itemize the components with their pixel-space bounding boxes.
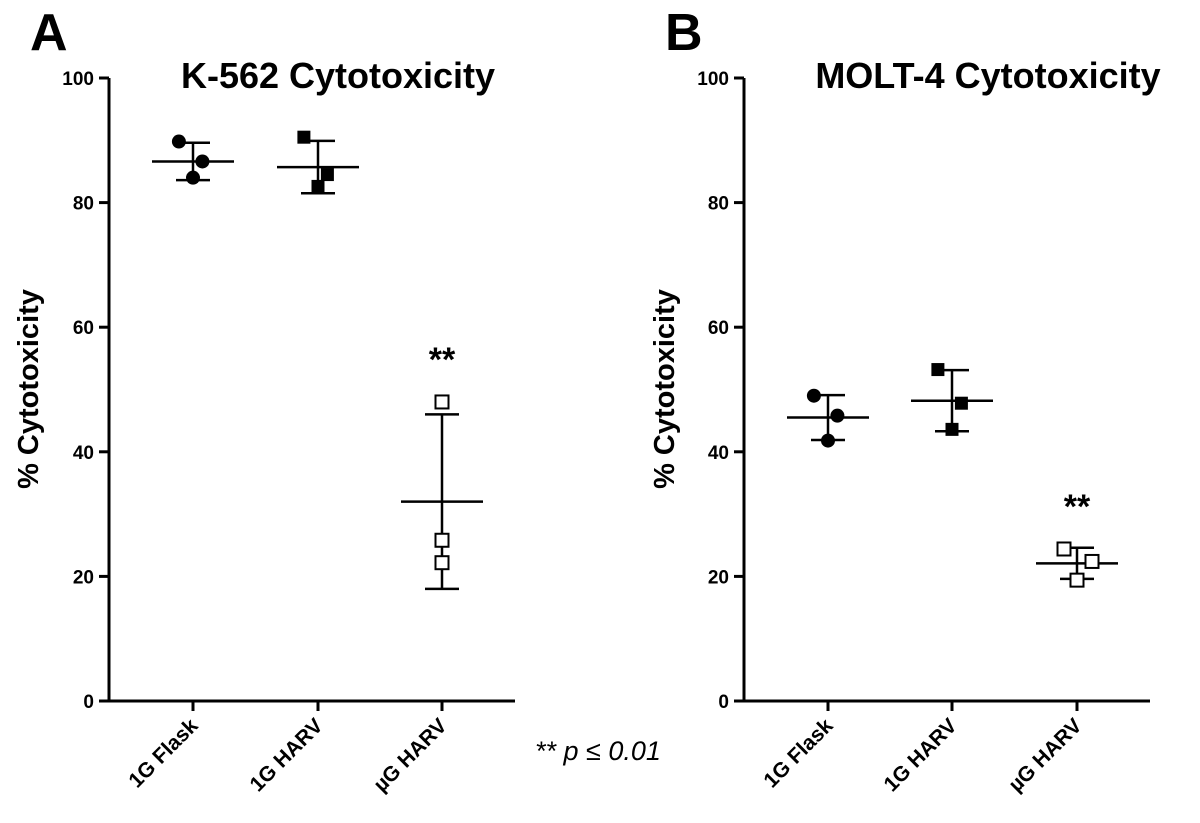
series-1g-flask	[787, 388, 869, 448]
data-point	[434, 555, 450, 571]
data-point	[945, 422, 959, 436]
y-tick-label: 60	[73, 318, 94, 339]
data-point	[171, 134, 186, 149]
significance-footnote: ** p ≤ 0.01	[535, 736, 661, 766]
panel-letter: A	[30, 4, 68, 62]
y-tick-label: 40	[708, 443, 729, 464]
x-tick-label: 1G Flask	[124, 714, 202, 792]
data-point	[434, 394, 450, 410]
series-1g-harv	[277, 130, 359, 195]
x-tick-label: 1G HARV	[246, 714, 328, 796]
data-point	[830, 408, 845, 423]
data-point	[1069, 572, 1085, 588]
y-tick-label: 40	[73, 443, 94, 464]
significance-marker: **	[1064, 488, 1091, 526]
series-1g-harv	[911, 363, 993, 436]
data-point	[821, 433, 835, 448]
significance-marker: **	[429, 341, 456, 379]
chart-title: K-562 Cytotoxicity	[181, 55, 495, 96]
y-tick-label: 80	[73, 194, 94, 215]
y-tick-label: 100	[62, 69, 94, 90]
x-tick-label: 1G Flask	[759, 714, 837, 792]
y-tick-label: 80	[708, 194, 729, 215]
data-point	[186, 170, 200, 185]
chart-panel-a: A K-562 Cytotoxicity % Cytotoxicity 0 20 40 60…	[13, 4, 515, 797]
data-point	[931, 363, 945, 377]
data-point	[195, 154, 210, 169]
data-point	[806, 388, 821, 403]
x-tick-label: µG HARV	[369, 714, 451, 796]
chart-title: MOLT-4 Cytotoxicity	[815, 55, 1160, 96]
y-tick-label: 100	[697, 69, 729, 90]
y-axis-label: % Cytotoxicity	[649, 289, 681, 489]
x-tick-label: 1G HARV	[880, 714, 962, 796]
panel-letter: B	[665, 4, 703, 62]
x-tick-label: µG HARV	[1004, 714, 1086, 796]
series--g-harv: **	[401, 341, 483, 591]
data-point	[434, 532, 450, 548]
y-tick-label: 0	[718, 692, 729, 713]
y-axis-label: % Cytotoxicity	[13, 289, 45, 489]
y-tick-label: 20	[73, 567, 94, 588]
series--g-harv: **	[1036, 488, 1118, 588]
data-point	[297, 130, 311, 144]
data-point	[1084, 553, 1100, 569]
data-point	[320, 168, 334, 182]
data-point	[1056, 541, 1072, 557]
data-point	[954, 396, 968, 410]
y-tick-label: 20	[708, 567, 729, 588]
data-point	[311, 179, 325, 193]
chart-panel-b: B MOLT-4 Cytotoxicity % Cytotoxicity 0 20 40 6…	[649, 4, 1161, 797]
y-tick-label: 0	[83, 692, 94, 713]
y-tick-label: 60	[708, 318, 729, 339]
series-1g-flask	[152, 134, 234, 185]
